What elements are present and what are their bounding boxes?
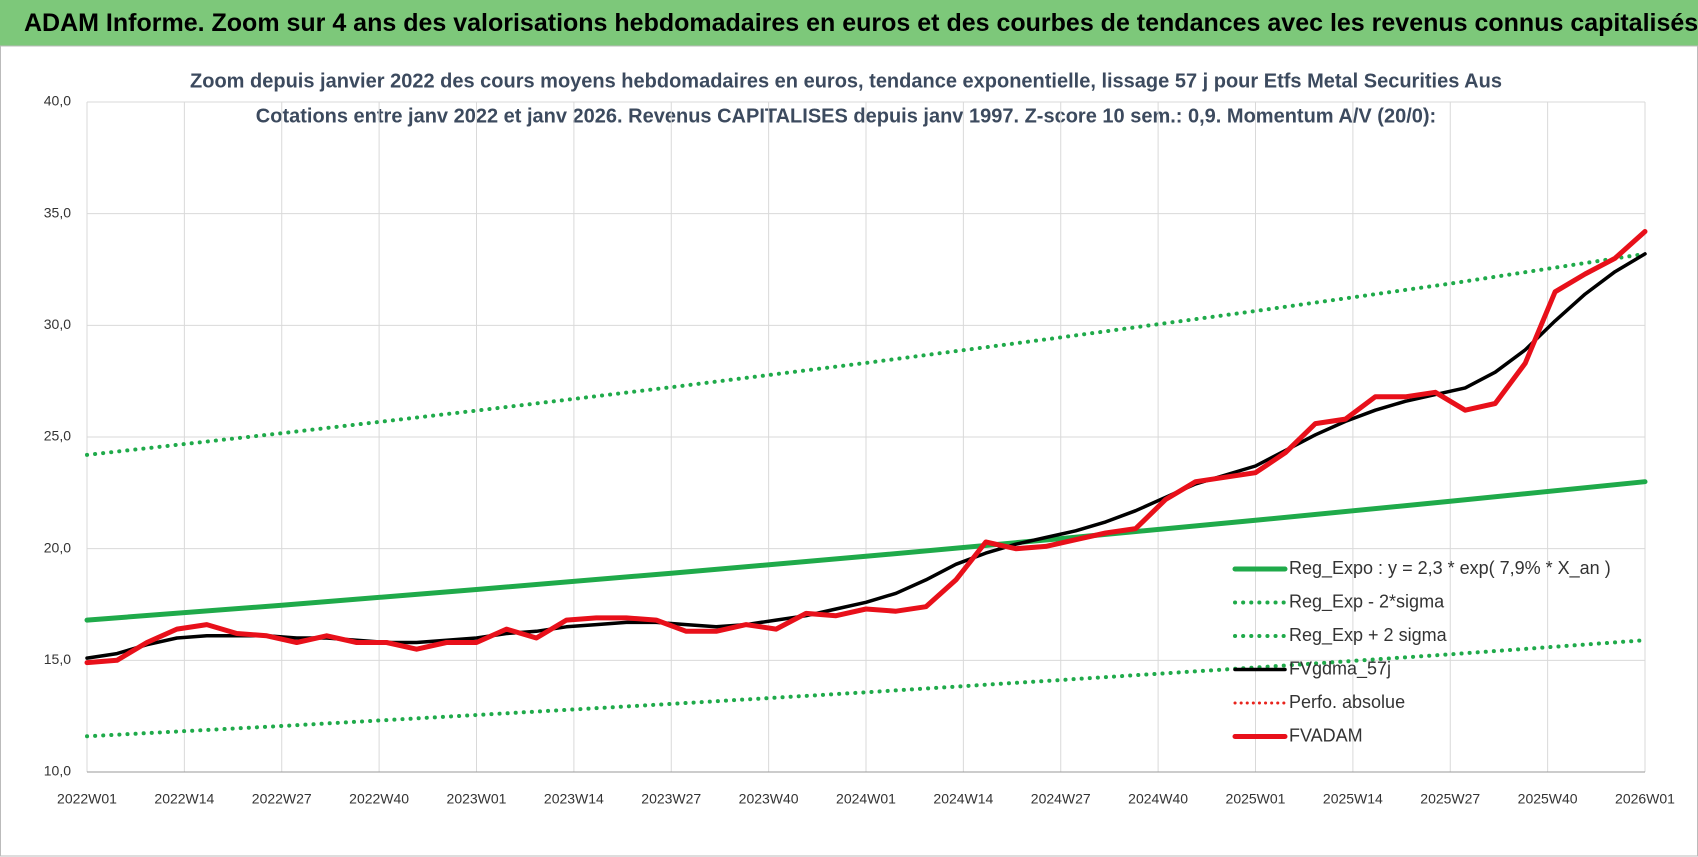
y-tick-label: 10,0 [44, 763, 71, 779]
x-tick-label: 2022W40 [349, 791, 409, 807]
x-tick-label: 2023W01 [447, 791, 507, 807]
x-tick-label: 2025W27 [1420, 791, 1480, 807]
x-tick-label: 2026W01 [1615, 791, 1675, 807]
x-tick-label: 2025W14 [1323, 791, 1383, 807]
y-tick-label: 30,0 [44, 316, 71, 332]
y-tick-label: 20,0 [44, 539, 71, 555]
x-tick-label: 2023W40 [739, 791, 799, 807]
series-line [85, 638, 1647, 739]
legend-label: Reg_Exp + 2 sigma [1289, 625, 1448, 646]
x-tick-label: 2022W14 [154, 791, 214, 807]
legend-label: Reg_Exp - 2*sigma [1289, 591, 1445, 612]
legend-label: FVADAM [1289, 725, 1363, 745]
legend-label: Perfo. absolue [1289, 692, 1405, 712]
chart-title: Zoom depuis janvier 2022 des cours moyen… [190, 70, 1502, 92]
x-tick-label: 2024W01 [836, 791, 896, 807]
legend-label: Reg_Expo : y = 2,3 * exp( 7,9% * X_an ) [1289, 558, 1611, 579]
y-tick-label: 25,0 [44, 428, 71, 444]
x-tick-label: 2023W14 [544, 791, 604, 807]
y-tick-label: 35,0 [44, 204, 71, 220]
x-tick-label: 2023W27 [641, 791, 701, 807]
y-tick-label: 15,0 [44, 651, 71, 667]
x-tick-label: 2025W01 [1226, 791, 1286, 807]
series-line [84, 229, 1648, 666]
x-tick-label: 2024W40 [1128, 791, 1188, 807]
legend-label: FVgdma_57j [1289, 658, 1391, 679]
series-line [84, 479, 1648, 623]
x-tick-label: 2022W27 [252, 791, 312, 807]
y-tick-label: 40,0 [44, 93, 71, 109]
x-tick-label: 2024W14 [933, 791, 993, 807]
x-tick-label: 2022W01 [57, 791, 117, 807]
series-line [85, 251, 1647, 457]
header-title: ADAM Informe. Zoom sur 4 ans des valoris… [0, 0, 1698, 46]
x-tick-label: 2025W40 [1518, 791, 1578, 807]
x-tick-label: 2024W27 [1031, 791, 1091, 807]
frame [0, 45, 1698, 857]
chart-subtitle: Cotations entre janv 2022 et janv 2026. … [256, 105, 1436, 127]
